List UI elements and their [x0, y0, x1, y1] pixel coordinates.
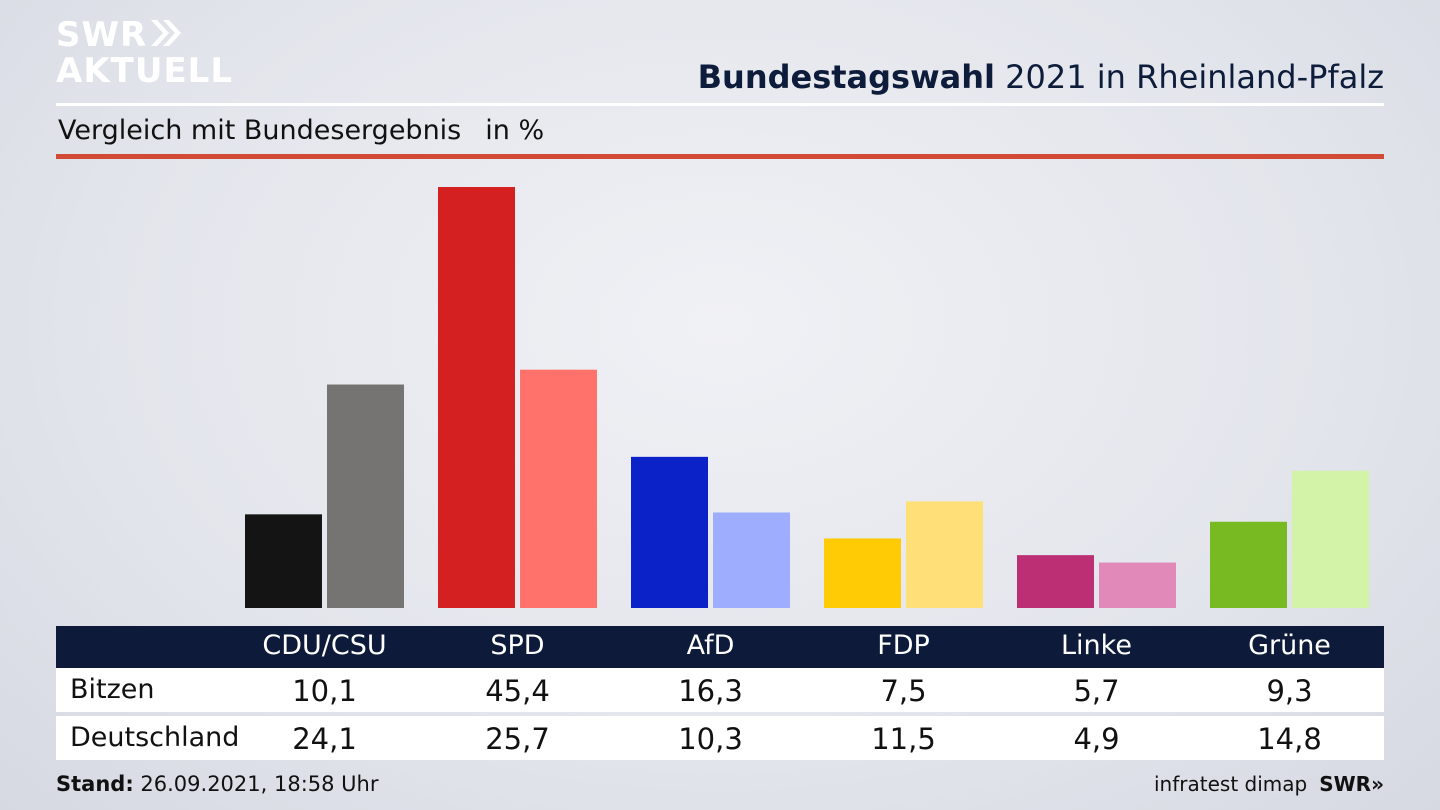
chart-title: Bundestagswahl 2021 in Rheinland-Pfalz	[698, 58, 1384, 96]
chart-subtitle: Vergleich mit Bundesergebnis in %	[58, 115, 544, 146]
table-header: CDU/CSU SPD AfD FDP Linke Grüne	[56, 626, 1384, 668]
source-name: infratest dimap	[1154, 772, 1308, 796]
table-cell: 11,5	[871, 722, 936, 756]
table-cell: 9,3	[1266, 674, 1313, 708]
bar-grüne-bitzen	[1210, 521, 1287, 608]
column-header: Grüne	[1248, 630, 1331, 661]
stand-label: Stand:	[56, 772, 134, 796]
bar-fdp-bitzen	[824, 538, 901, 608]
column-header: Linke	[1061, 630, 1132, 661]
table-cell: 10,1	[292, 674, 357, 708]
bar-chart	[245, 187, 1369, 608]
logo-line2: AKTUELL	[56, 51, 234, 91]
bar-fdp-deutschland	[906, 501, 983, 608]
column-header: SPD	[490, 630, 545, 661]
table-cell: 25,7	[485, 722, 550, 756]
title-bold: Bundestagswahl	[697, 58, 995, 96]
column-header: FDP	[877, 630, 930, 661]
bar-linke-deutschland	[1099, 562, 1176, 608]
bar-spd-bitzen	[438, 187, 515, 608]
bar-linke-bitzen	[1017, 555, 1094, 608]
logo-line1: SWR	[56, 15, 148, 55]
bar-afd-deutschland	[713, 512, 790, 608]
bar-afd-bitzen	[631, 456, 708, 608]
bar-spd-deutschland	[520, 369, 597, 608]
title-rest: 2021 in Rheinland-Pfalz	[995, 58, 1384, 96]
timestamp: Stand: 26.09.2021, 18:58 Uhr	[56, 772, 379, 796]
table-row: Deutschland 24,1 25,7 10,3 11,5 4,9 14,8	[56, 716, 1384, 760]
swr-aktuell-logo: SWR AKTUELL	[56, 15, 232, 92]
table-cell: 45,4	[485, 674, 550, 708]
brand-mark: SWR	[1319, 772, 1372, 796]
brand-chevrons-icon: »	[1371, 772, 1384, 796]
source-credit: infratest dimap SWR»	[1154, 772, 1384, 796]
table-cell: 10,3	[678, 722, 743, 756]
bar-cdu-csu-bitzen	[245, 514, 322, 608]
table-row: Bitzen 10,1 45,4 16,3 7,5 5,7 9,3	[56, 668, 1384, 712]
table-cell: 24,1	[292, 722, 357, 756]
column-header: CDU/CSU	[262, 630, 387, 661]
table-cell: 4,9	[1073, 722, 1120, 756]
bar-grüne-deutschland	[1292, 470, 1369, 608]
table-cell: 7,5	[880, 674, 927, 708]
accent-divider	[56, 154, 1384, 159]
unit-label: in %	[485, 115, 545, 146]
table-cell: 14,8	[1257, 722, 1322, 756]
column-header: AfD	[686, 630, 735, 661]
table-cell: 16,3	[678, 674, 743, 708]
chevrons-icon	[151, 20, 182, 46]
row-label: Bitzen	[70, 674, 155, 705]
row-label: Deutschland	[70, 722, 240, 753]
stand-value: 26.09.2021, 18:58 Uhr	[133, 772, 379, 796]
results-table: CDU/CSU SPD AfD FDP Linke Grüne Bitzen 10,1 45…	[56, 626, 1384, 760]
table-cell: 5,7	[1073, 674, 1120, 708]
subtitle-text: Vergleich mit Bundesergebnis	[58, 115, 462, 146]
bar-cdu-csu-deutschland	[327, 384, 404, 608]
title-divider	[56, 103, 1384, 106]
